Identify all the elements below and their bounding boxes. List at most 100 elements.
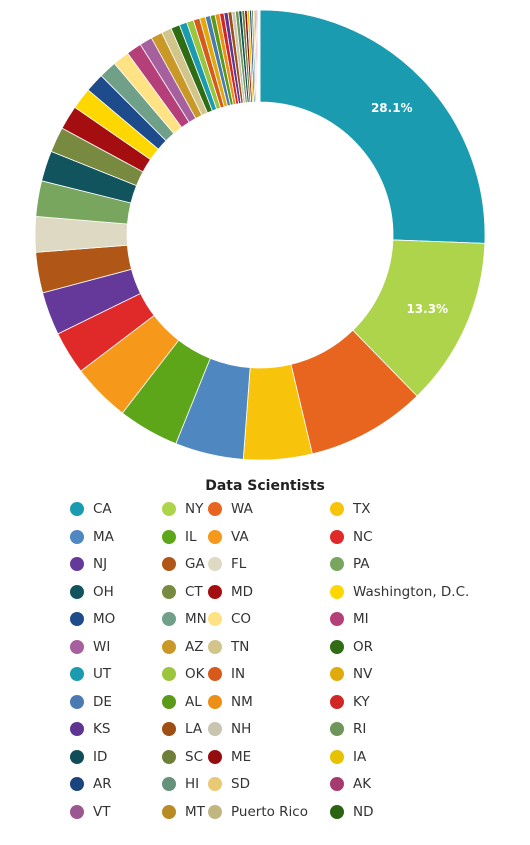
- legend-item-puerto-rico[interactable]: Puerto Rico: [208, 802, 308, 822]
- legend-swatch: [330, 749, 344, 764]
- legend-item-ny[interactable]: NY: [162, 499, 203, 519]
- legend-item-or[interactable]: OR: [330, 637, 373, 657]
- legend-label: MN: [185, 611, 207, 627]
- legend-label: AR: [93, 776, 112, 792]
- legend-swatch: [70, 612, 84, 626]
- legend-item-ut[interactable]: UT: [70, 664, 111, 684]
- legend-swatch: [162, 777, 176, 791]
- legend-label: IL: [185, 528, 197, 545]
- legend-item-mo[interactable]: MO: [70, 609, 115, 629]
- slice-label-ca: 28.1%: [371, 101, 413, 115]
- legend-item-wi[interactable]: WI: [70, 637, 110, 657]
- legend-swatch: [330, 529, 344, 544]
- legend-item-sc[interactable]: SC: [162, 747, 203, 767]
- legend-label: OR: [353, 638, 374, 655]
- legend-item-la[interactable]: LA: [162, 719, 202, 739]
- legend-item-pa[interactable]: PA: [330, 554, 370, 574]
- legend-label: MT: [185, 803, 205, 820]
- legend-item-nj[interactable]: NJ: [70, 554, 107, 574]
- legend-label: OK: [185, 666, 205, 682]
- legend-label: IA: [353, 748, 367, 765]
- legend-swatch: [70, 749, 84, 764]
- legend-label: GA: [185, 556, 205, 572]
- legend-item-tn[interactable]: TN: [208, 637, 249, 657]
- legend-item-ga[interactable]: GA: [162, 554, 205, 574]
- donut-slices: [34, 9, 486, 461]
- legend-item-nd[interactable]: ND: [330, 802, 374, 822]
- legend-item-sd[interactable]: SD: [208, 774, 250, 794]
- legend-item-il[interactable]: IL: [162, 527, 197, 547]
- legend-item-az[interactable]: AZ: [162, 637, 203, 657]
- legend-label: TN: [231, 638, 250, 655]
- legend-item-de[interactable]: DE: [70, 692, 112, 712]
- legend-swatch: [330, 612, 344, 626]
- legend-item-hi[interactable]: HI: [162, 774, 199, 794]
- legend-swatch: [70, 722, 84, 736]
- legend-swatch: [162, 667, 176, 681]
- legend-label: CA: [93, 501, 112, 517]
- legend-item-ia[interactable]: IA: [330, 747, 366, 767]
- legend-item-nm[interactable]: NM: [208, 692, 253, 712]
- legend-item-ks[interactable]: KS: [70, 719, 110, 739]
- legend-item-ar[interactable]: AR: [70, 774, 112, 794]
- legend-item-ma[interactable]: MA: [70, 527, 114, 547]
- legend-item-ri[interactable]: RI: [330, 719, 366, 739]
- slice-nd[interactable]: [258, 9, 261, 103]
- legend-item-md[interactable]: MD: [208, 582, 253, 602]
- legend-item-oh[interactable]: OH: [70, 582, 114, 602]
- legend-swatch: [162, 722, 176, 736]
- slice-ca[interactable]: [259, 9, 486, 244]
- legend-item-co[interactable]: CO: [208, 609, 251, 629]
- donut-chart: 28.1% 13.3%: [34, 9, 486, 461]
- legend-swatch: [208, 777, 222, 791]
- legend-item-nc[interactable]: NC: [330, 527, 373, 547]
- legend-item-me[interactable]: ME: [208, 747, 251, 767]
- legend-label: SD: [231, 776, 250, 792]
- legend-swatch: [70, 584, 84, 599]
- legend-swatch: [70, 639, 84, 654]
- legend-label: CT: [185, 583, 203, 600]
- legend-label: NY: [185, 501, 204, 517]
- legend-label: WA: [231, 501, 253, 517]
- legend-label: KS: [93, 721, 111, 737]
- legend-label: MI: [353, 611, 369, 627]
- legend-item-tx[interactable]: TX: [330, 499, 371, 519]
- legend-label: MO: [93, 611, 116, 627]
- legend-swatch: [208, 639, 222, 654]
- legend-swatch: [70, 667, 84, 681]
- legend-item-washington-d-c-[interactable]: Washington, D.C.: [330, 582, 469, 602]
- legend-label: SC: [185, 748, 203, 765]
- legend-item-al[interactable]: AL: [162, 692, 202, 712]
- legend-item-mi[interactable]: MI: [330, 609, 369, 629]
- legend-item-fl[interactable]: FL: [208, 554, 246, 574]
- legend-item-wa[interactable]: WA: [208, 499, 253, 519]
- legend-label: ND: [353, 803, 374, 820]
- legend-item-mt[interactable]: MT: [162, 802, 205, 822]
- legend-swatch: [162, 557, 176, 571]
- legend-label: OH: [93, 583, 114, 600]
- legend-swatch: [330, 722, 344, 736]
- legend-label: FL: [231, 556, 247, 572]
- legend-item-nh[interactable]: NH: [208, 719, 251, 739]
- legend-item-in[interactable]: IN: [208, 664, 245, 684]
- legend-item-va[interactable]: VA: [208, 527, 249, 547]
- legend-item-ky[interactable]: KY: [330, 692, 370, 712]
- legend-swatch: [70, 694, 84, 709]
- legend-swatch: [162, 749, 176, 764]
- legend-swatch: [70, 529, 84, 544]
- legend-item-ct[interactable]: CT: [162, 582, 203, 602]
- legend-item-ca[interactable]: CA: [70, 499, 112, 519]
- legend-label: AZ: [185, 638, 204, 655]
- legend-label: RI: [353, 721, 367, 737]
- legend-label: NH: [231, 721, 252, 737]
- legend-label: AK: [353, 776, 372, 792]
- legend-item-mn[interactable]: MN: [162, 609, 207, 629]
- legend-swatch: [162, 584, 176, 599]
- legend-item-ak[interactable]: AK: [330, 774, 371, 794]
- legend-swatch: [162, 502, 176, 516]
- legend-item-vt[interactable]: VT: [70, 802, 110, 822]
- legend-label: PA: [353, 556, 370, 572]
- legend-item-id[interactable]: ID: [70, 747, 107, 767]
- legend-item-ok[interactable]: OK: [162, 664, 204, 684]
- legend-item-nv[interactable]: NV: [330, 664, 372, 684]
